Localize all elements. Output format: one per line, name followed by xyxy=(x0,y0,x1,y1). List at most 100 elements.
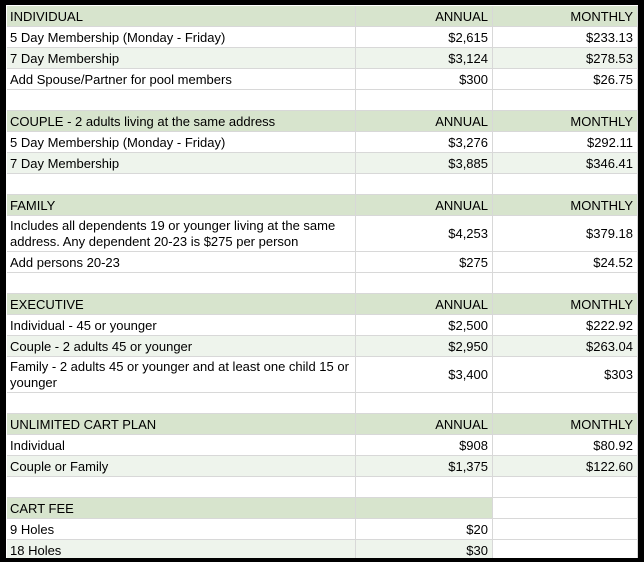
annual-cell[interactable]: $300 xyxy=(356,69,493,90)
table-row: 18 Holes $30 xyxy=(7,540,638,558)
monthly-cell[interactable]: $303 xyxy=(493,357,638,393)
label-cell[interactable]: Individual xyxy=(7,435,356,456)
label-cell[interactable]: Includes all dependents 19 or younger li… xyxy=(7,216,356,252)
table-row: Individual $908 $80.92 xyxy=(7,435,638,456)
spacer-row xyxy=(7,477,638,498)
table-row: Individual - 45 or younger $2,500 $222.92 xyxy=(7,315,638,336)
section-header-row: UNLIMITED CART PLAN ANNUAL MONTHLY xyxy=(7,414,638,435)
spacer-row xyxy=(7,90,638,111)
spacer-row xyxy=(7,174,638,195)
monthly-cell[interactable]: MONTHLY xyxy=(493,414,638,435)
label-cell[interactable]: 18 Holes xyxy=(7,540,356,558)
label-cell[interactable]: Family - 2 adults 45 or younger and at l… xyxy=(7,357,356,393)
label-cell[interactable]: 7 Day Membership xyxy=(7,153,356,174)
monthly-cell[interactable]: $122.60 xyxy=(493,456,638,477)
label-cell[interactable]: CART FEE xyxy=(7,498,356,519)
monthly-cell[interactable]: $263.04 xyxy=(493,336,638,357)
section-header-row: INDIVIDUAL ANNUAL MONTHLY xyxy=(7,6,638,27)
annual-cell[interactable]: $275 xyxy=(356,252,493,273)
annual-cell[interactable] xyxy=(356,498,493,519)
table-row: 7 Day Membership $3,885 $346.41 xyxy=(7,153,638,174)
section-header-row: EXECUTIVE ANNUAL MONTHLY xyxy=(7,294,638,315)
monthly-cell[interactable] xyxy=(493,273,638,294)
table-row: 7 Day Membership $3,124 $278.53 xyxy=(7,48,638,69)
annual-cell[interactable] xyxy=(356,273,493,294)
annual-cell[interactable]: $2,615 xyxy=(356,27,493,48)
monthly-cell[interactable]: $346.41 xyxy=(493,153,638,174)
annual-cell[interactable]: $3,124 xyxy=(356,48,493,69)
annual-cell[interactable]: ANNUAL xyxy=(356,111,493,132)
label-cell[interactable] xyxy=(7,174,356,195)
monthly-cell[interactable] xyxy=(493,498,638,519)
monthly-cell[interactable]: $292.11 xyxy=(493,132,638,153)
label-cell[interactable]: UNLIMITED CART PLAN xyxy=(7,414,356,435)
label-cell[interactable] xyxy=(7,273,356,294)
label-cell[interactable]: Add persons 20-23 xyxy=(7,252,356,273)
table-row: Couple - 2 adults 45 or younger $2,950 $26… xyxy=(7,336,638,357)
monthly-cell[interactable] xyxy=(493,393,638,414)
annual-cell[interactable]: $20 xyxy=(356,519,493,540)
label-cell[interactable]: 5 Day Membership (Monday - Friday) xyxy=(7,27,356,48)
label-cell[interactable]: Couple - 2 adults 45 or younger xyxy=(7,336,356,357)
annual-cell[interactable] xyxy=(356,90,493,111)
annual-cell[interactable]: ANNUAL xyxy=(356,294,493,315)
label-cell[interactable] xyxy=(7,477,356,498)
section-header-row: CART FEE xyxy=(7,498,638,519)
monthly-cell[interactable]: $222.92 xyxy=(493,315,638,336)
table-row: Includes all dependents 19 or younger li… xyxy=(7,216,638,252)
annual-cell[interactable]: $4,253 xyxy=(356,216,493,252)
table-row: 5 Day Membership (Monday - Friday) $2,615… xyxy=(7,27,638,48)
monthly-cell[interactable]: $233.13 xyxy=(493,27,638,48)
label-cell[interactable]: INDIVIDUAL xyxy=(7,6,356,27)
table-row: Add persons 20-23 $275 $24.52 xyxy=(7,252,638,273)
annual-cell[interactable]: $1,375 xyxy=(356,456,493,477)
label-cell[interactable]: Individual - 45 or younger xyxy=(7,315,356,336)
monthly-cell[interactable]: $24.52 xyxy=(493,252,638,273)
monthly-cell[interactable]: MONTHLY xyxy=(493,111,638,132)
annual-cell[interactable]: ANNUAL xyxy=(356,414,493,435)
monthly-cell[interactable]: $278.53 xyxy=(493,48,638,69)
monthly-cell[interactable] xyxy=(493,477,638,498)
annual-cell[interactable]: ANNUAL xyxy=(356,6,493,27)
monthly-cell[interactable] xyxy=(493,174,638,195)
spacer-row xyxy=(7,273,638,294)
annual-cell[interactable]: $3,276 xyxy=(356,132,493,153)
annual-cell[interactable]: $3,885 xyxy=(356,153,493,174)
section-header-row: COUPLE - 2 adults living at the same add… xyxy=(7,111,638,132)
monthly-cell[interactable]: $379.18 xyxy=(493,216,638,252)
annual-cell[interactable] xyxy=(356,174,493,195)
label-cell[interactable]: COUPLE - 2 adults living at the same add… xyxy=(7,111,356,132)
annual-cell[interactable]: $2,500 xyxy=(356,315,493,336)
label-cell[interactable] xyxy=(7,90,356,111)
monthly-cell[interactable] xyxy=(493,519,638,540)
monthly-cell[interactable] xyxy=(493,540,638,558)
annual-cell[interactable] xyxy=(356,393,493,414)
annual-cell[interactable]: $3,400 xyxy=(356,357,493,393)
monthly-cell[interactable]: MONTHLY xyxy=(493,6,638,27)
label-cell[interactable]: 5 Day Membership (Monday - Friday) xyxy=(7,132,356,153)
table-row: Couple or Family $1,375 $122.60 xyxy=(7,456,638,477)
spreadsheet: INDIVIDUAL ANNUAL MONTHLY 5 Day Membership … xyxy=(6,5,638,558)
monthly-cell[interactable] xyxy=(493,90,638,111)
label-cell[interactable] xyxy=(7,393,356,414)
monthly-cell[interactable]: $80.92 xyxy=(493,435,638,456)
annual-cell[interactable]: $908 xyxy=(356,435,493,456)
table-row: 9 Holes $20 xyxy=(7,519,638,540)
label-cell[interactable]: 9 Holes xyxy=(7,519,356,540)
label-cell[interactable]: 7 Day Membership xyxy=(7,48,356,69)
label-cell[interactable]: Add Spouse/Partner for pool members xyxy=(7,69,356,90)
annual-cell[interactable]: $2,950 xyxy=(356,336,493,357)
label-cell[interactable]: Couple or Family xyxy=(7,456,356,477)
annual-cell[interactable] xyxy=(356,477,493,498)
annual-cell[interactable]: $30 xyxy=(356,540,493,558)
label-cell[interactable]: EXECUTIVE xyxy=(7,294,356,315)
monthly-cell[interactable]: MONTHLY xyxy=(493,294,638,315)
annual-cell[interactable]: ANNUAL xyxy=(356,195,493,216)
monthly-cell[interactable]: MONTHLY xyxy=(493,195,638,216)
table-row: Family - 2 adults 45 or younger and at l… xyxy=(7,357,638,393)
table-row: Add Spouse/Partner for pool members $300 $… xyxy=(7,69,638,90)
section-header-row: FAMILY ANNUAL MONTHLY xyxy=(7,195,638,216)
label-cell[interactable]: FAMILY xyxy=(7,195,356,216)
monthly-cell[interactable]: $26.75 xyxy=(493,69,638,90)
